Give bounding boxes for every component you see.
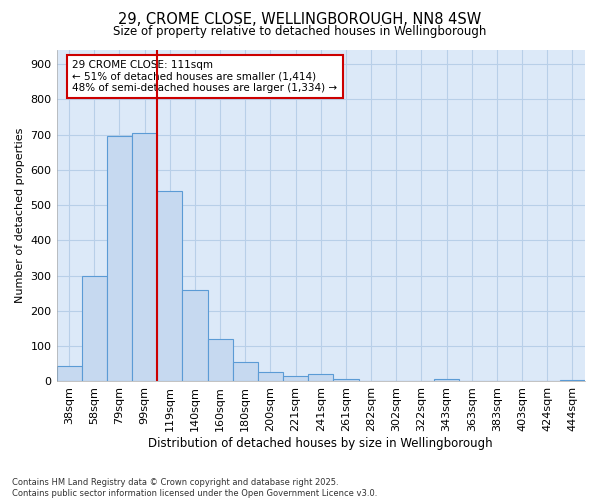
Bar — [283, 376, 308, 382]
Text: Size of property relative to detached houses in Wellingborough: Size of property relative to detached ho… — [113, 25, 487, 38]
Bar — [308, 374, 334, 382]
Bar — [509, 381, 535, 382]
Bar — [459, 381, 484, 382]
Text: 29, CROME CLOSE, WELLINGBOROUGH, NN8 4SW: 29, CROME CLOSE, WELLINGBOROUGH, NN8 4SW — [118, 12, 482, 28]
Bar — [434, 378, 459, 382]
Text: 29 CROME CLOSE: 111sqm
← 51% of detached houses are smaller (1,414)
48% of semi-: 29 CROME CLOSE: 111sqm ← 51% of detached… — [73, 60, 338, 93]
Bar — [233, 362, 258, 382]
Bar — [560, 380, 585, 382]
Bar — [334, 378, 359, 382]
Bar — [484, 381, 509, 382]
Bar — [359, 381, 383, 382]
Bar — [157, 191, 182, 382]
Y-axis label: Number of detached properties: Number of detached properties — [15, 128, 25, 304]
Bar — [208, 339, 233, 382]
Bar — [82, 276, 107, 382]
Text: Contains HM Land Registry data © Crown copyright and database right 2025.
Contai: Contains HM Land Registry data © Crown c… — [12, 478, 377, 498]
Bar — [107, 136, 132, 382]
Bar — [56, 366, 82, 382]
Bar — [132, 133, 157, 382]
Bar — [409, 381, 434, 382]
Bar — [383, 381, 409, 382]
Bar — [182, 290, 208, 382]
Bar — [258, 372, 283, 382]
X-axis label: Distribution of detached houses by size in Wellingborough: Distribution of detached houses by size … — [148, 437, 493, 450]
